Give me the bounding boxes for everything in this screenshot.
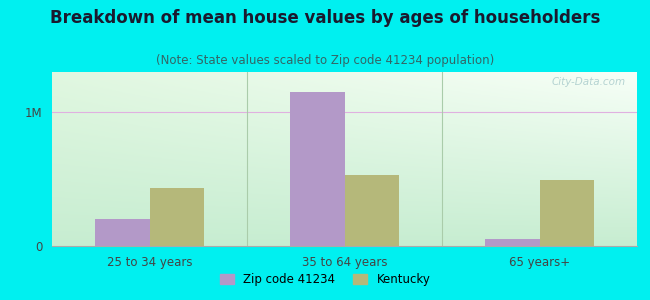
- Bar: [344, 175, 399, 246]
- Bar: [540, 180, 594, 246]
- Bar: [485, 238, 540, 246]
- Text: Breakdown of mean house values by ages of householders: Breakdown of mean house values by ages o…: [50, 9, 600, 27]
- Text: (Note: State values scaled to Zip code 41234 population): (Note: State values scaled to Zip code 4…: [156, 54, 494, 67]
- Legend: Zip code 41234, Kentucky: Zip code 41234, Kentucky: [215, 269, 435, 291]
- Text: City-Data.com: City-Data.com: [551, 77, 625, 87]
- Bar: [150, 188, 204, 246]
- Bar: [290, 92, 344, 246]
- Bar: [95, 219, 150, 246]
